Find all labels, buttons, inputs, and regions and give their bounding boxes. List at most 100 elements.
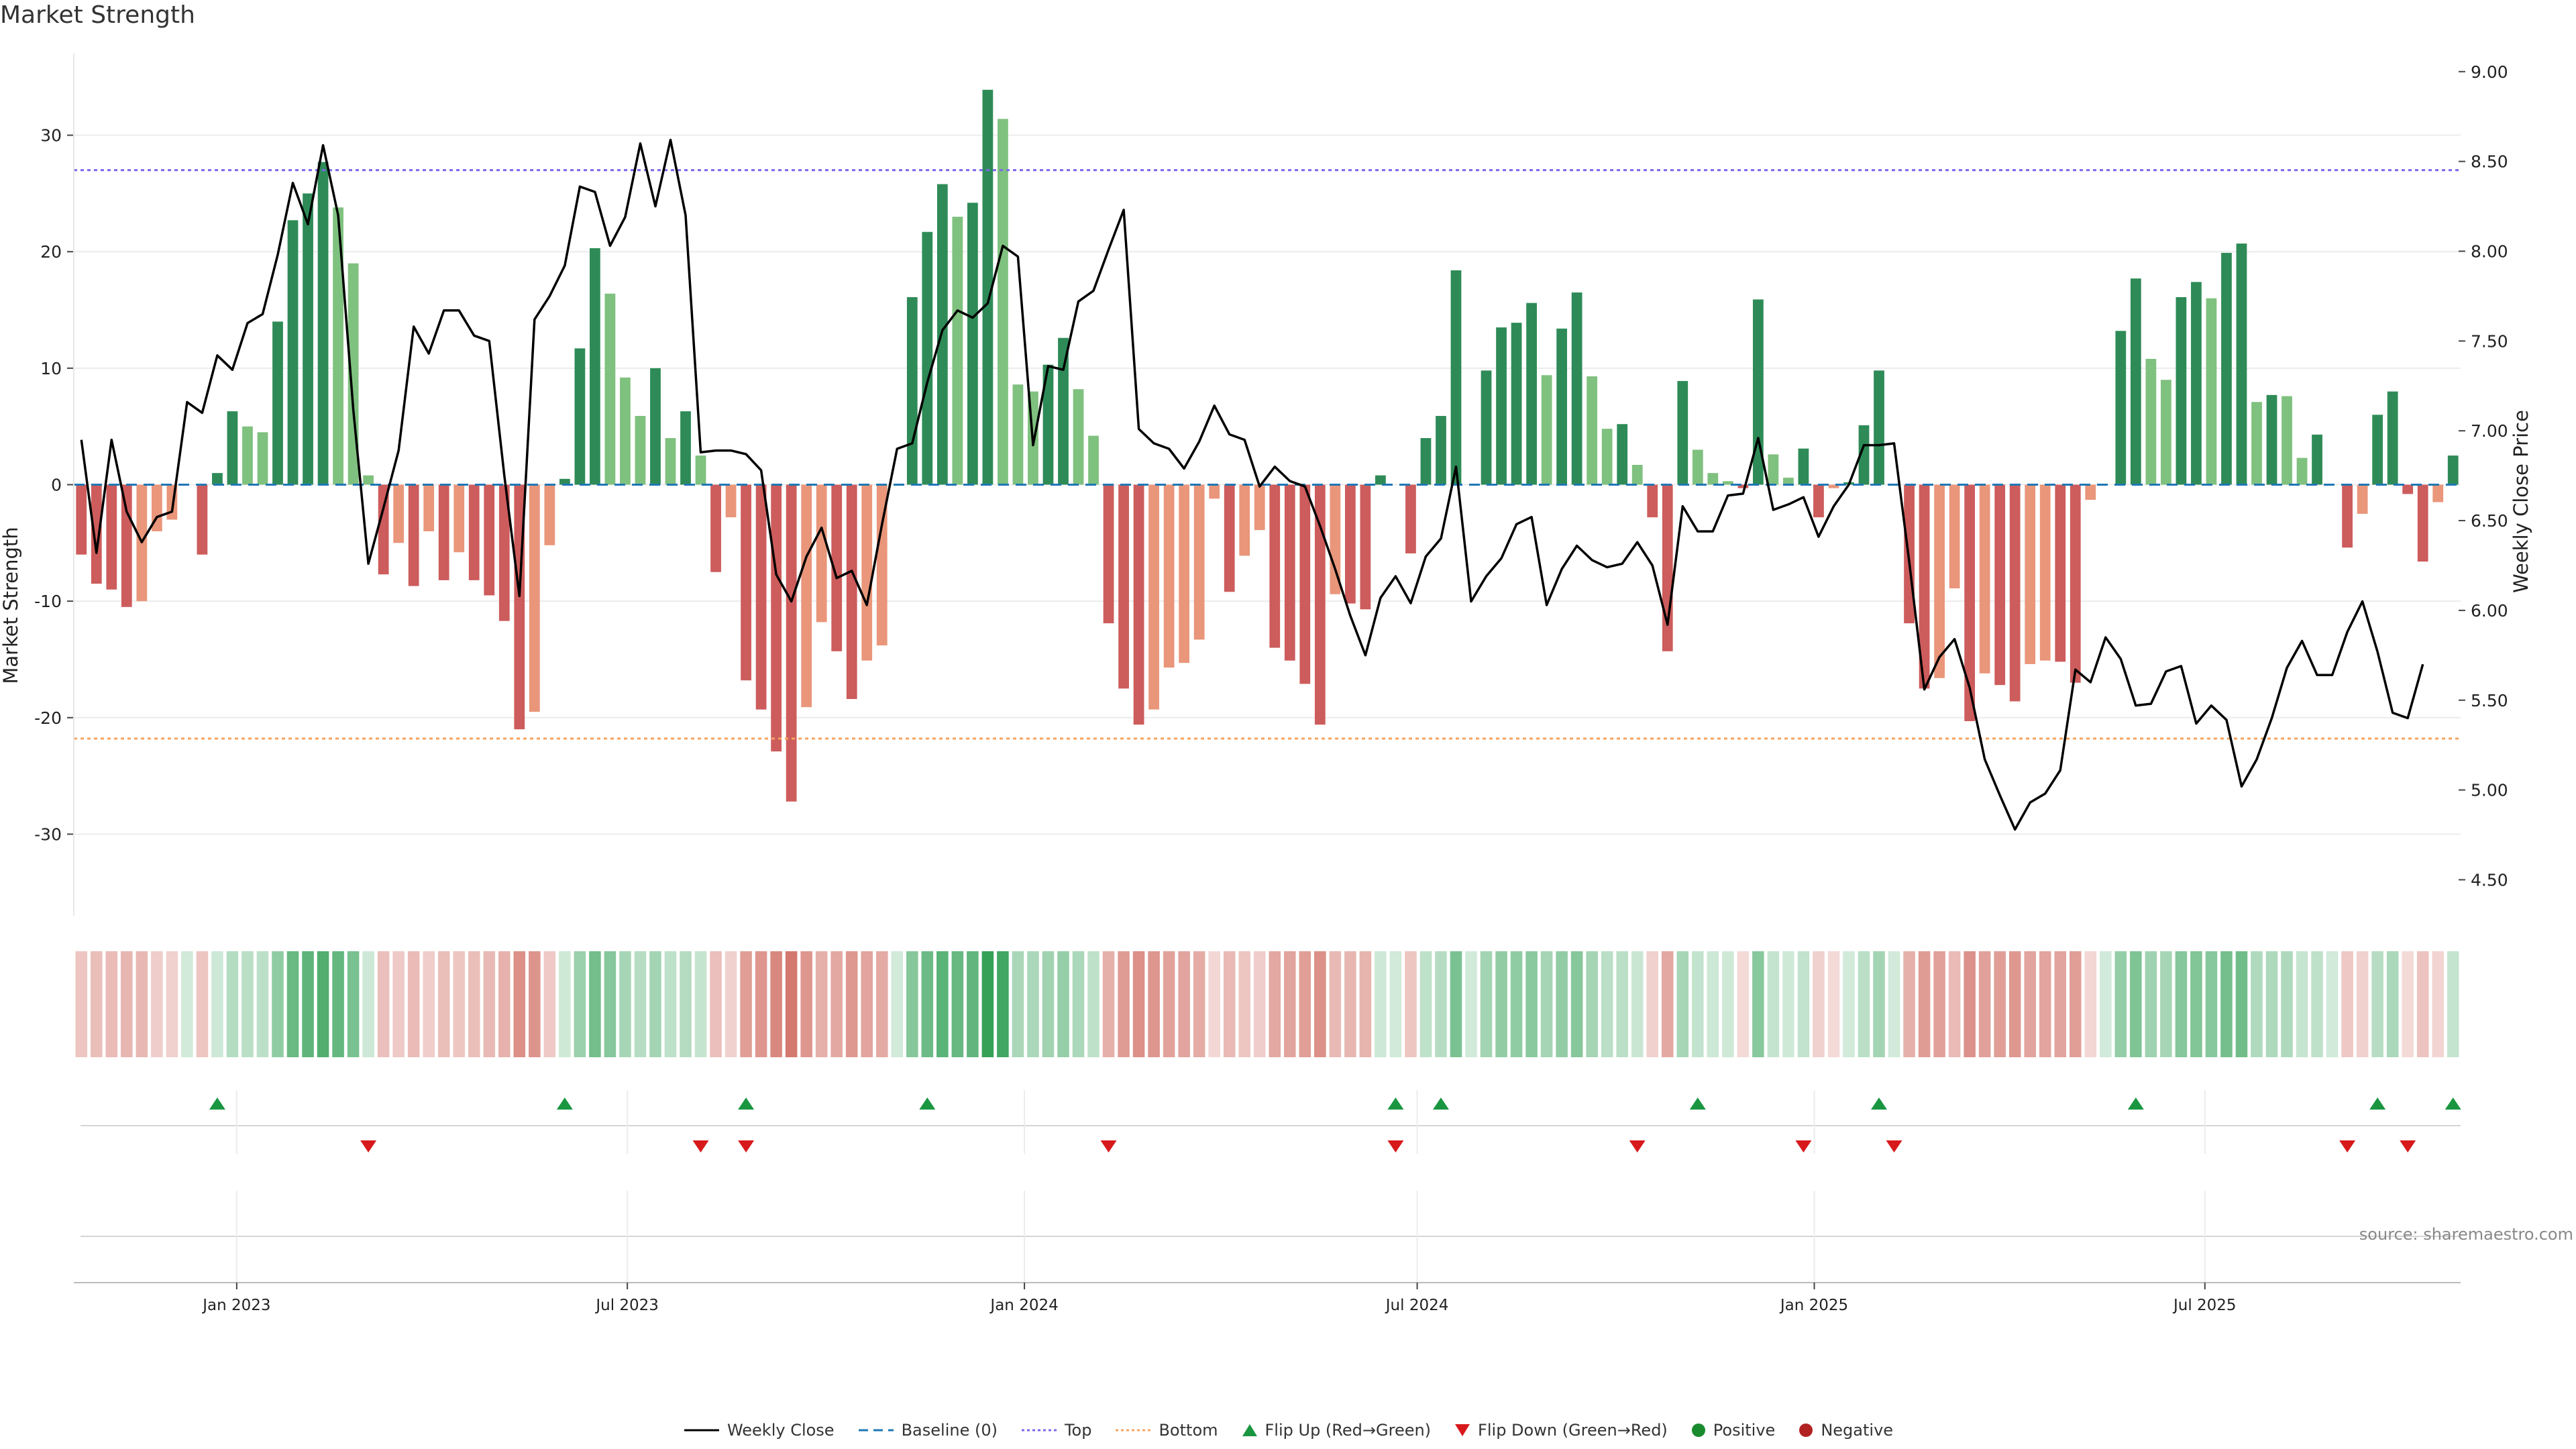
strength-bar <box>559 478 570 485</box>
strength-bar <box>1813 484 1824 518</box>
strength-bar <box>2266 394 2277 485</box>
strength-bar <box>725 484 737 518</box>
heat-cell <box>2356 951 2369 1057</box>
strength-bar <box>1012 384 1024 485</box>
strength-bar <box>2342 484 2353 548</box>
heat-cell <box>1314 951 1326 1057</box>
heat-cell <box>166 951 178 1057</box>
chart-title: Market Strength <box>0 1 195 29</box>
strength-bar <box>1405 484 1416 553</box>
strength-bar <box>665 438 676 485</box>
strength-bar <box>317 162 329 485</box>
strength-bar <box>212 473 223 485</box>
strength-bar <box>1541 375 1552 485</box>
strength-bar <box>2236 244 2247 485</box>
heat-cell <box>664 951 677 1057</box>
flip-down-marker <box>1886 1140 1902 1152</box>
strength-bar <box>2085 484 2096 500</box>
heat-cell <box>2235 951 2248 1057</box>
strength-bar <box>1752 299 1764 485</box>
heat-cell <box>1767 951 1780 1057</box>
heat-cell <box>377 951 390 1057</box>
strength-bar <box>1526 303 1537 485</box>
heat-cell <box>1843 951 1855 1057</box>
heat-cell <box>1813 951 1825 1057</box>
y-axis-title: Market Strength <box>0 527 22 684</box>
legend-item-positive: Positive <box>1690 1421 1775 1440</box>
heat-cell <box>332 951 344 1057</box>
strength-bar <box>197 484 208 555</box>
heat-cell <box>1903 951 1915 1057</box>
strength-bar <box>544 484 555 545</box>
strength-bar <box>1571 292 1582 485</box>
heat-cell <box>2190 951 2202 1057</box>
flip-down-icon <box>1455 1424 1470 1436</box>
strength-bar <box>1481 370 1492 485</box>
strength-bar <box>1677 380 1688 485</box>
strength-bar <box>2115 331 2127 485</box>
strength-bar <box>801 484 812 708</box>
strength-bar <box>1314 484 1326 725</box>
heat-cell <box>2416 951 2429 1057</box>
close-price-layer <box>80 138 2424 831</box>
strength-bar <box>1994 484 2006 686</box>
heat-cell <box>543 951 556 1057</box>
axes: -30 -20 -10 0 10 20 30 Market Strength 4.50 5.00 5… <box>0 54 2532 1314</box>
y2-tick-label: 8.50 <box>2471 152 2508 172</box>
heat-cell <box>921 951 934 1057</box>
flip-up-icon <box>1242 1424 1257 1436</box>
heat-cell <box>407 951 420 1057</box>
strength-bar <box>967 203 978 485</box>
heat-cell <box>1450 951 1462 1057</box>
legend-item-bottom: Bottom <box>1114 1421 1218 1440</box>
heat-cell <box>2296 951 2308 1057</box>
heat-cell <box>1692 951 1704 1057</box>
heat-cell <box>574 951 586 1057</box>
strength-bar <box>846 484 857 700</box>
strength-bar <box>876 484 888 646</box>
heat-cell <box>1540 951 1553 1057</box>
flip-up-marker <box>738 1097 755 1110</box>
x-tick-label: Jan 2023 <box>201 1297 270 1314</box>
flip-up-marker <box>209 1097 225 1110</box>
strength-bar <box>1193 484 1205 640</box>
legend-item-flipdown: Flip Down (Green→Red) <box>1454 1421 1668 1440</box>
strength-bar <box>952 217 963 485</box>
heat-cell <box>1964 951 1976 1057</box>
heat-cell <box>2114 951 2127 1057</box>
strength-bar <box>453 484 465 553</box>
heat-cell <box>2069 951 2082 1057</box>
legend-label-flipdown: Flip Down (Green→Red) <box>1478 1421 1668 1440</box>
heat-cell <box>121 951 133 1057</box>
strength-bar <box>695 455 706 485</box>
strength-bar <box>2402 484 2414 494</box>
weekly-close-line <box>80 138 2424 831</box>
heat-cell <box>437 951 450 1057</box>
heat-cell <box>1948 951 1961 1057</box>
heat-cell <box>1163 951 1175 1057</box>
heat-cell <box>317 951 329 1057</box>
strength-bar <box>1148 484 1159 710</box>
flip-down-marker <box>360 1140 377 1152</box>
heat-cell <box>1435 951 1447 1057</box>
heat-cell <box>604 951 616 1057</box>
heat-cell <box>1737 951 1750 1057</box>
flip-down-marker <box>1629 1140 1646 1152</box>
flip-up-marker <box>556 1097 573 1110</box>
strength-bar <box>635 416 646 485</box>
strength-bar <box>1058 337 1069 485</box>
strength-bar <box>2025 484 2036 664</box>
heat-cell <box>1994 951 2006 1057</box>
legend-item-baseline: Baseline (0) <box>857 1421 998 1440</box>
y-tick-label: 10 <box>40 359 62 378</box>
heat-cell <box>2130 951 2142 1057</box>
strength-bar <box>333 207 343 485</box>
heat-cell <box>75 951 88 1057</box>
heat-cell <box>1269 951 1281 1057</box>
strength-bar <box>257 432 268 485</box>
strength-bar <box>1284 484 1295 661</box>
heat-cell <box>1631 951 1644 1057</box>
heat-cell <box>90 951 103 1057</box>
heat-cell <box>1480 951 1493 1057</box>
strength-bar <box>1420 438 1432 485</box>
